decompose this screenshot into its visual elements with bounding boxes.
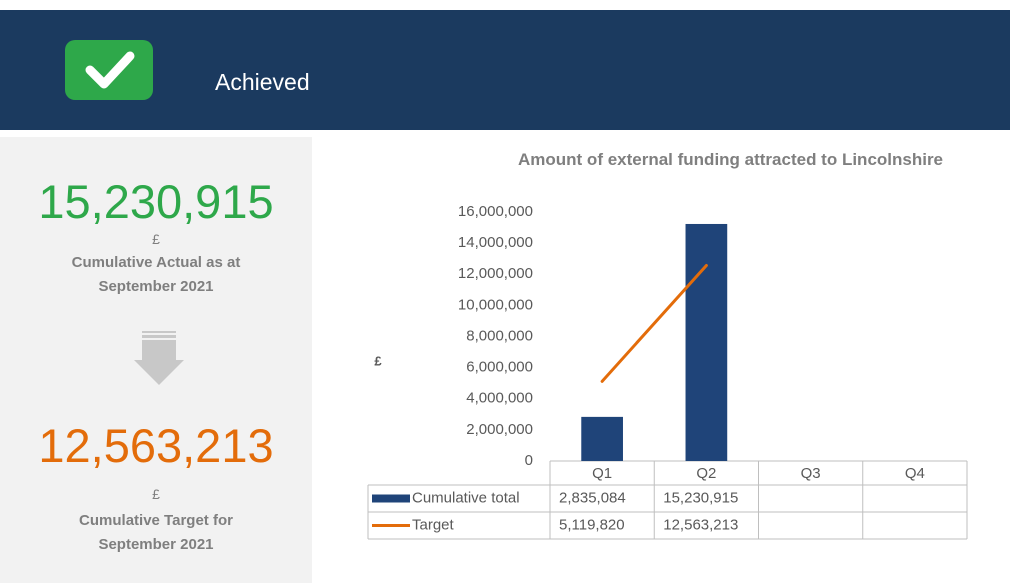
legend-key xyxy=(372,494,410,503)
header-band: Achieved xyxy=(0,10,1010,130)
legend-label: Cumulative total xyxy=(412,489,520,506)
legend-label: Target xyxy=(412,516,455,533)
target-unit: £ xyxy=(152,486,160,502)
check-icon xyxy=(65,40,153,100)
data-label: 15,230,915 xyxy=(663,489,738,506)
x-tick-label: Q1 xyxy=(592,465,612,482)
target-label: Cumulative Target for September 2021 xyxy=(79,512,233,553)
data-label: 5,119,820 xyxy=(559,516,625,533)
y-tick-label: 8,000,000 xyxy=(466,327,533,344)
y-tick-label: 2,000,000 xyxy=(466,421,533,438)
y-axis-label: £ xyxy=(374,353,382,368)
summary-panel: 15,230,915 £ Cumulative Actual as at Sep… xyxy=(0,137,312,583)
line xyxy=(600,263,708,383)
y-tick-label: 0 xyxy=(525,452,533,469)
y-tick-label: 6,000,000 xyxy=(466,359,533,376)
data-label: 12,563,213 xyxy=(663,516,738,533)
x-tick-label: Q3 xyxy=(801,465,821,482)
y-tick-label: 10,000,000 xyxy=(458,296,533,313)
actual-value: 15,230,915 xyxy=(38,175,274,228)
x-tick-label: Q4 xyxy=(905,465,925,482)
status: Achieved xyxy=(215,69,310,95)
y-tick-label: 12,000,000 xyxy=(458,265,533,282)
y-tick-label: 16,000,000 xyxy=(458,203,533,220)
y-tick-label: 4,000,000 xyxy=(466,390,533,407)
down-arrow xyxy=(134,331,184,385)
actual-label: Cumulative Actual as at September 2021 xyxy=(71,254,241,295)
x-tick-label: Q2 xyxy=(696,465,716,482)
data-label: 2,835,084 xyxy=(559,489,626,506)
bar xyxy=(685,223,728,461)
target-value: 12,563,213 xyxy=(38,419,274,472)
actual-unit: £ xyxy=(152,231,160,247)
y-tick-label: 14,000,000 xyxy=(458,234,533,251)
bar xyxy=(581,416,623,461)
chart-title: Amount of external funding attracted to … xyxy=(518,150,944,169)
